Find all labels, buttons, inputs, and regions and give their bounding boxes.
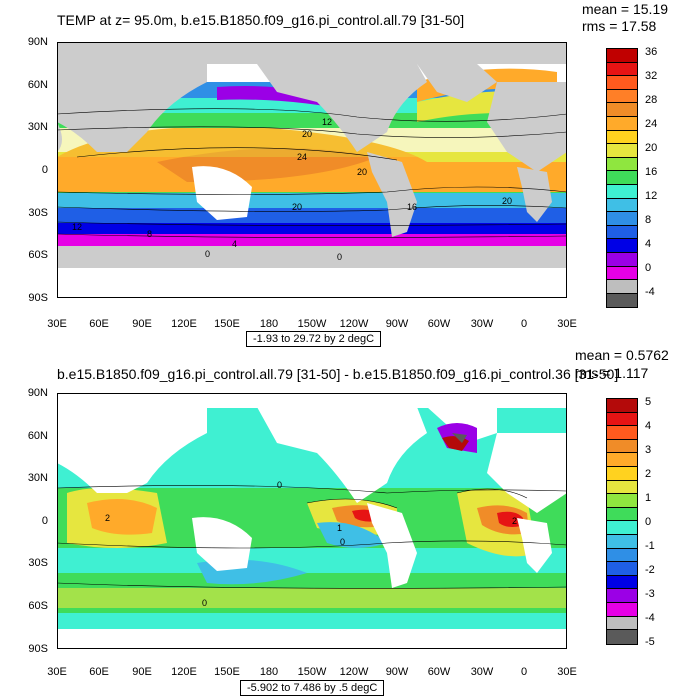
colorbar-label: 24 [645,118,658,130]
colorbar-label: 1 [645,492,652,504]
colorbar-label: -4 [645,286,655,298]
x-label: 90E [132,318,152,330]
colorbar-label: 12 [645,190,658,202]
x-label: 60E [89,666,109,678]
x-label: 60W [427,666,451,678]
y-label: 30S [28,557,48,569]
colorbar-label: 5 [645,396,652,408]
x-label: 150W [297,666,327,678]
y-label: 0 [41,515,48,527]
contour-label: 20 [357,167,367,177]
colorbar-label: -3 [645,588,655,600]
x-label: 30W [470,318,494,330]
contour-label: 4 [232,239,237,249]
y-label: 90N [27,387,48,399]
colorbar-label: 4 [645,238,652,250]
contour-label: 2 [105,513,110,523]
x-label: 120E [171,318,197,330]
x-label: 150W [297,318,327,330]
panel2-colorbar [606,398,638,645]
x-label: 0 [520,318,528,330]
colorbar-label: 16 [645,166,658,178]
x-label: 150E [214,666,240,678]
y-label: 60S [28,249,48,261]
x-label: 90W [385,318,409,330]
colorbar-label: -4 [645,612,655,624]
contour-label: 2 [512,516,517,526]
x-label: 30W [470,666,494,678]
colorbar-label: 3 [645,444,652,456]
panel1-colorbar [606,48,638,309]
panel2-mean: mean = 0.5762 [575,347,669,363]
x-label: 120W [339,318,369,330]
colorbar-label: -5 [645,636,655,648]
x-label: 90W [385,666,409,678]
temperature-map: 20 24 20 16 20 20 12 8 4 0 0 12 [57,42,567,298]
colorbar-label: 0 [645,516,652,528]
x-label: 90E [132,666,152,678]
panel2-range-label: -5.902 to 7.486 by .5 degC [240,680,385,696]
y-label: 30N [27,472,48,484]
y-label: 90S [28,292,48,304]
contour-label: 16 [407,202,417,212]
x-label: 60E [89,318,109,330]
colorbar-label: 4 [645,420,652,432]
x-label: 30E [47,666,67,678]
colorbar-label: -2 [645,564,655,576]
y-label: 30N [27,121,48,133]
x-label: 0 [520,666,528,678]
contour-label: 0 [202,598,207,608]
y-label: 60N [27,430,48,442]
contour-label: 20 [292,202,302,212]
y-label: 90S [28,643,48,655]
panel2-rms: rms = 1.117 [575,365,649,381]
colorbar-label: 8 [645,214,652,226]
panel1-range-label: -1.93 to 29.72 by 2 degC [246,331,382,347]
colorbar-label: 2 [645,468,652,480]
colorbar-label: 32 [645,70,658,82]
panel1-mean: mean = 15.19 [582,1,669,17]
x-label: 30E [47,318,67,330]
y-label: 60N [27,79,48,91]
contour-label: 20 [302,129,312,139]
colorbar-label: 20 [645,142,658,154]
x-label: 180 [259,318,279,330]
x-label: 180 [259,666,279,678]
x-label: 60W [427,318,451,330]
y-label: 30S [28,207,48,219]
x-label: 120E [171,666,197,678]
colorbar-label: 36 [645,46,658,58]
y-label: 60S [28,600,48,612]
x-label: 120W [339,666,369,678]
contour-label: 0 [205,249,210,259]
contour-label: 12 [322,117,332,127]
colorbar-label: 0 [645,262,652,274]
contour-label: 0 [277,480,282,490]
contour-label: 0 [340,537,345,547]
x-label: 30E [557,318,577,330]
contour-label: 12 [72,222,82,232]
colorbar-label: 28 [645,94,658,106]
x-label: 30E [557,666,577,678]
panel1-title: TEMP at z= 95.0m, b.e15.B1850.f09_g16.pi… [57,12,465,28]
contour-label: 0 [337,252,342,262]
y-label: 0 [41,164,48,176]
panel1-rms: rms = 17.58 [582,18,657,34]
panel2-title: b.e15.B1850.f09_g16.pi_control.all.79 [3… [57,366,619,382]
x-label: 150E [214,318,240,330]
y-label: 90N [27,36,48,48]
contour-label: 20 [502,196,512,206]
difference-map: 0 2 1 0 0 2 [57,393,567,649]
contour-label: 1 [337,523,342,533]
colorbar-label: -1 [645,540,655,552]
contour-label: 8 [147,229,152,239]
contour-label: 24 [297,152,307,162]
